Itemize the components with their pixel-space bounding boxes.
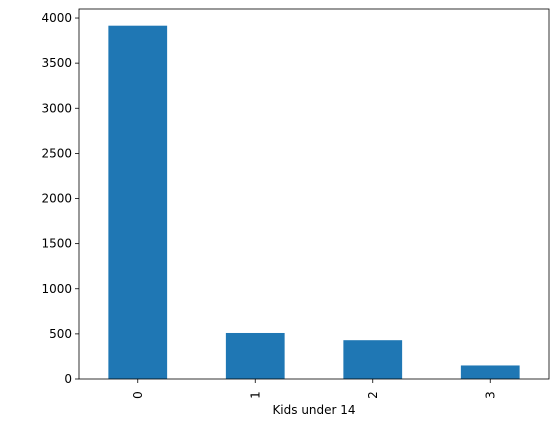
- y-tick-label: 2500: [41, 146, 72, 160]
- bars-layer: [108, 25, 520, 379]
- y-tick-label: 3000: [41, 101, 72, 115]
- y-tick-label: 1500: [41, 237, 72, 251]
- y-tick-label: 3500: [41, 56, 72, 70]
- x-tick-label: 1: [248, 391, 262, 399]
- plot-frame: [78, 8, 550, 380]
- x-tick-label: 2: [366, 391, 380, 399]
- y-tick-label: 0: [64, 372, 72, 386]
- y-tick-label: 1000: [41, 282, 72, 296]
- plot-frame-rect: [78, 8, 550, 380]
- y-axis: 0 500 1000 1500 2000 2500 3000 3500 4000: [41, 11, 79, 386]
- y-tick-label: 2000: [41, 192, 72, 206]
- y-tick-label: 4000: [41, 11, 72, 25]
- x-tick-label: 0: [131, 391, 145, 399]
- bar-2: [343, 340, 403, 379]
- y-tick-label: 500: [49, 327, 72, 341]
- bar-0: [108, 25, 168, 379]
- bar-3: [460, 365, 520, 379]
- x-tick-label: 3: [483, 391, 497, 399]
- x-axis-label: Kids under 14: [272, 403, 355, 417]
- bar-1: [225, 332, 285, 379]
- x-axis: 0 1 2 3: [131, 379, 497, 399]
